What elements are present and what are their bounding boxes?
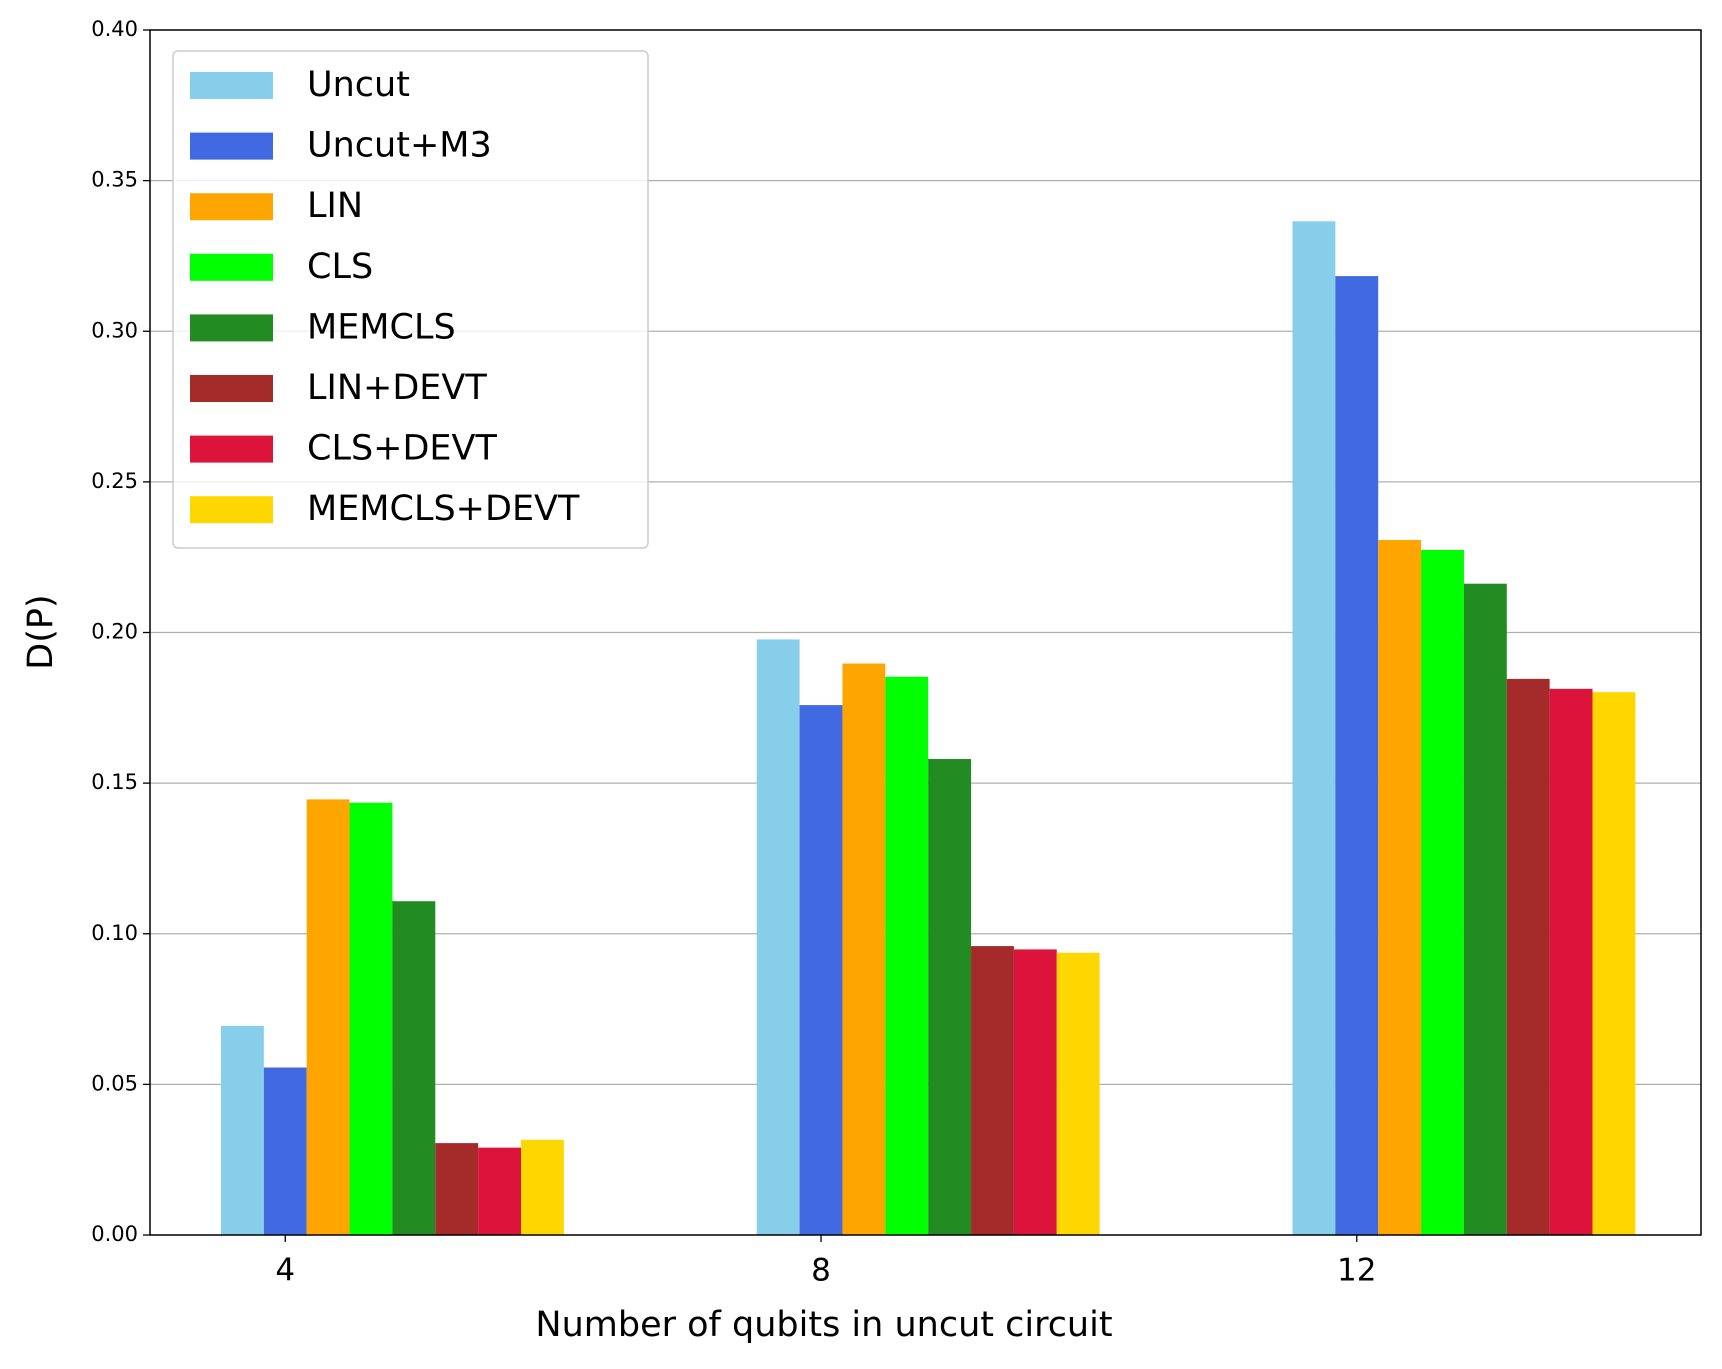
legend-label: Uncut+M3 xyxy=(307,126,492,166)
y-tick-label: 0.40 xyxy=(91,17,138,41)
bar xyxy=(1592,692,1636,1235)
legend-swatch xyxy=(190,375,273,402)
legend-swatch xyxy=(190,193,273,221)
bar xyxy=(1506,678,1550,1235)
bar xyxy=(478,1147,522,1235)
legend-swatch xyxy=(190,132,273,160)
bar xyxy=(435,1143,479,1235)
bar xyxy=(521,1139,564,1235)
x-axis-label: Number of qubits in uncut circuit xyxy=(535,1305,1112,1345)
bar xyxy=(928,759,972,1235)
legend-label: LIN xyxy=(307,186,363,226)
legend-label: LIN+DEVT xyxy=(307,368,487,408)
y-axis-label: D(P) xyxy=(21,594,61,669)
y-tick-label: 0.30 xyxy=(91,318,138,342)
bar xyxy=(306,799,350,1235)
bar xyxy=(1378,540,1422,1235)
legend-label: MEMCLS+DEVT xyxy=(307,489,580,529)
y-tick-label: 0.00 xyxy=(91,1222,138,1246)
legend-swatch xyxy=(190,253,273,281)
legend-swatch xyxy=(190,435,273,463)
bar xyxy=(1013,949,1057,1235)
legend-label: CLS+DEVT xyxy=(307,429,497,469)
plot-frame xyxy=(149,29,1702,1236)
y-tick-label: 0.20 xyxy=(91,620,138,644)
legend-swatch xyxy=(190,496,273,524)
bar xyxy=(263,1067,307,1235)
bar xyxy=(1056,952,1100,1235)
legend-swatch xyxy=(190,314,273,342)
y-tick-label: 0.05 xyxy=(91,1071,138,1095)
legend-label: CLS xyxy=(307,247,373,287)
y-tick-label: 0.15 xyxy=(91,770,138,794)
bar xyxy=(1549,688,1593,1235)
y-tick-label: 0.25 xyxy=(91,469,138,493)
bar xyxy=(756,639,800,1235)
bar xyxy=(885,676,929,1235)
bar xyxy=(1335,276,1379,1236)
legend-label: MEMCLS xyxy=(307,307,456,347)
bar xyxy=(799,705,843,1235)
bar xyxy=(1421,549,1464,1235)
bar xyxy=(349,802,393,1235)
x-tick-label: 8 xyxy=(811,1253,831,1289)
bar xyxy=(971,946,1014,1235)
y-tick-label: 0.10 xyxy=(91,921,138,945)
y-tick-label: 0.35 xyxy=(91,168,138,192)
legend-box xyxy=(172,50,649,549)
x-tick-label: 4 xyxy=(275,1253,295,1289)
bar xyxy=(1463,583,1507,1235)
bar xyxy=(1292,221,1336,1235)
bar xyxy=(220,1025,264,1235)
legend-label: Uncut xyxy=(307,65,410,105)
bar xyxy=(842,663,886,1235)
bar xyxy=(392,901,436,1235)
x-tick-label: 12 xyxy=(1337,1253,1376,1289)
legend-swatch xyxy=(190,72,273,99)
